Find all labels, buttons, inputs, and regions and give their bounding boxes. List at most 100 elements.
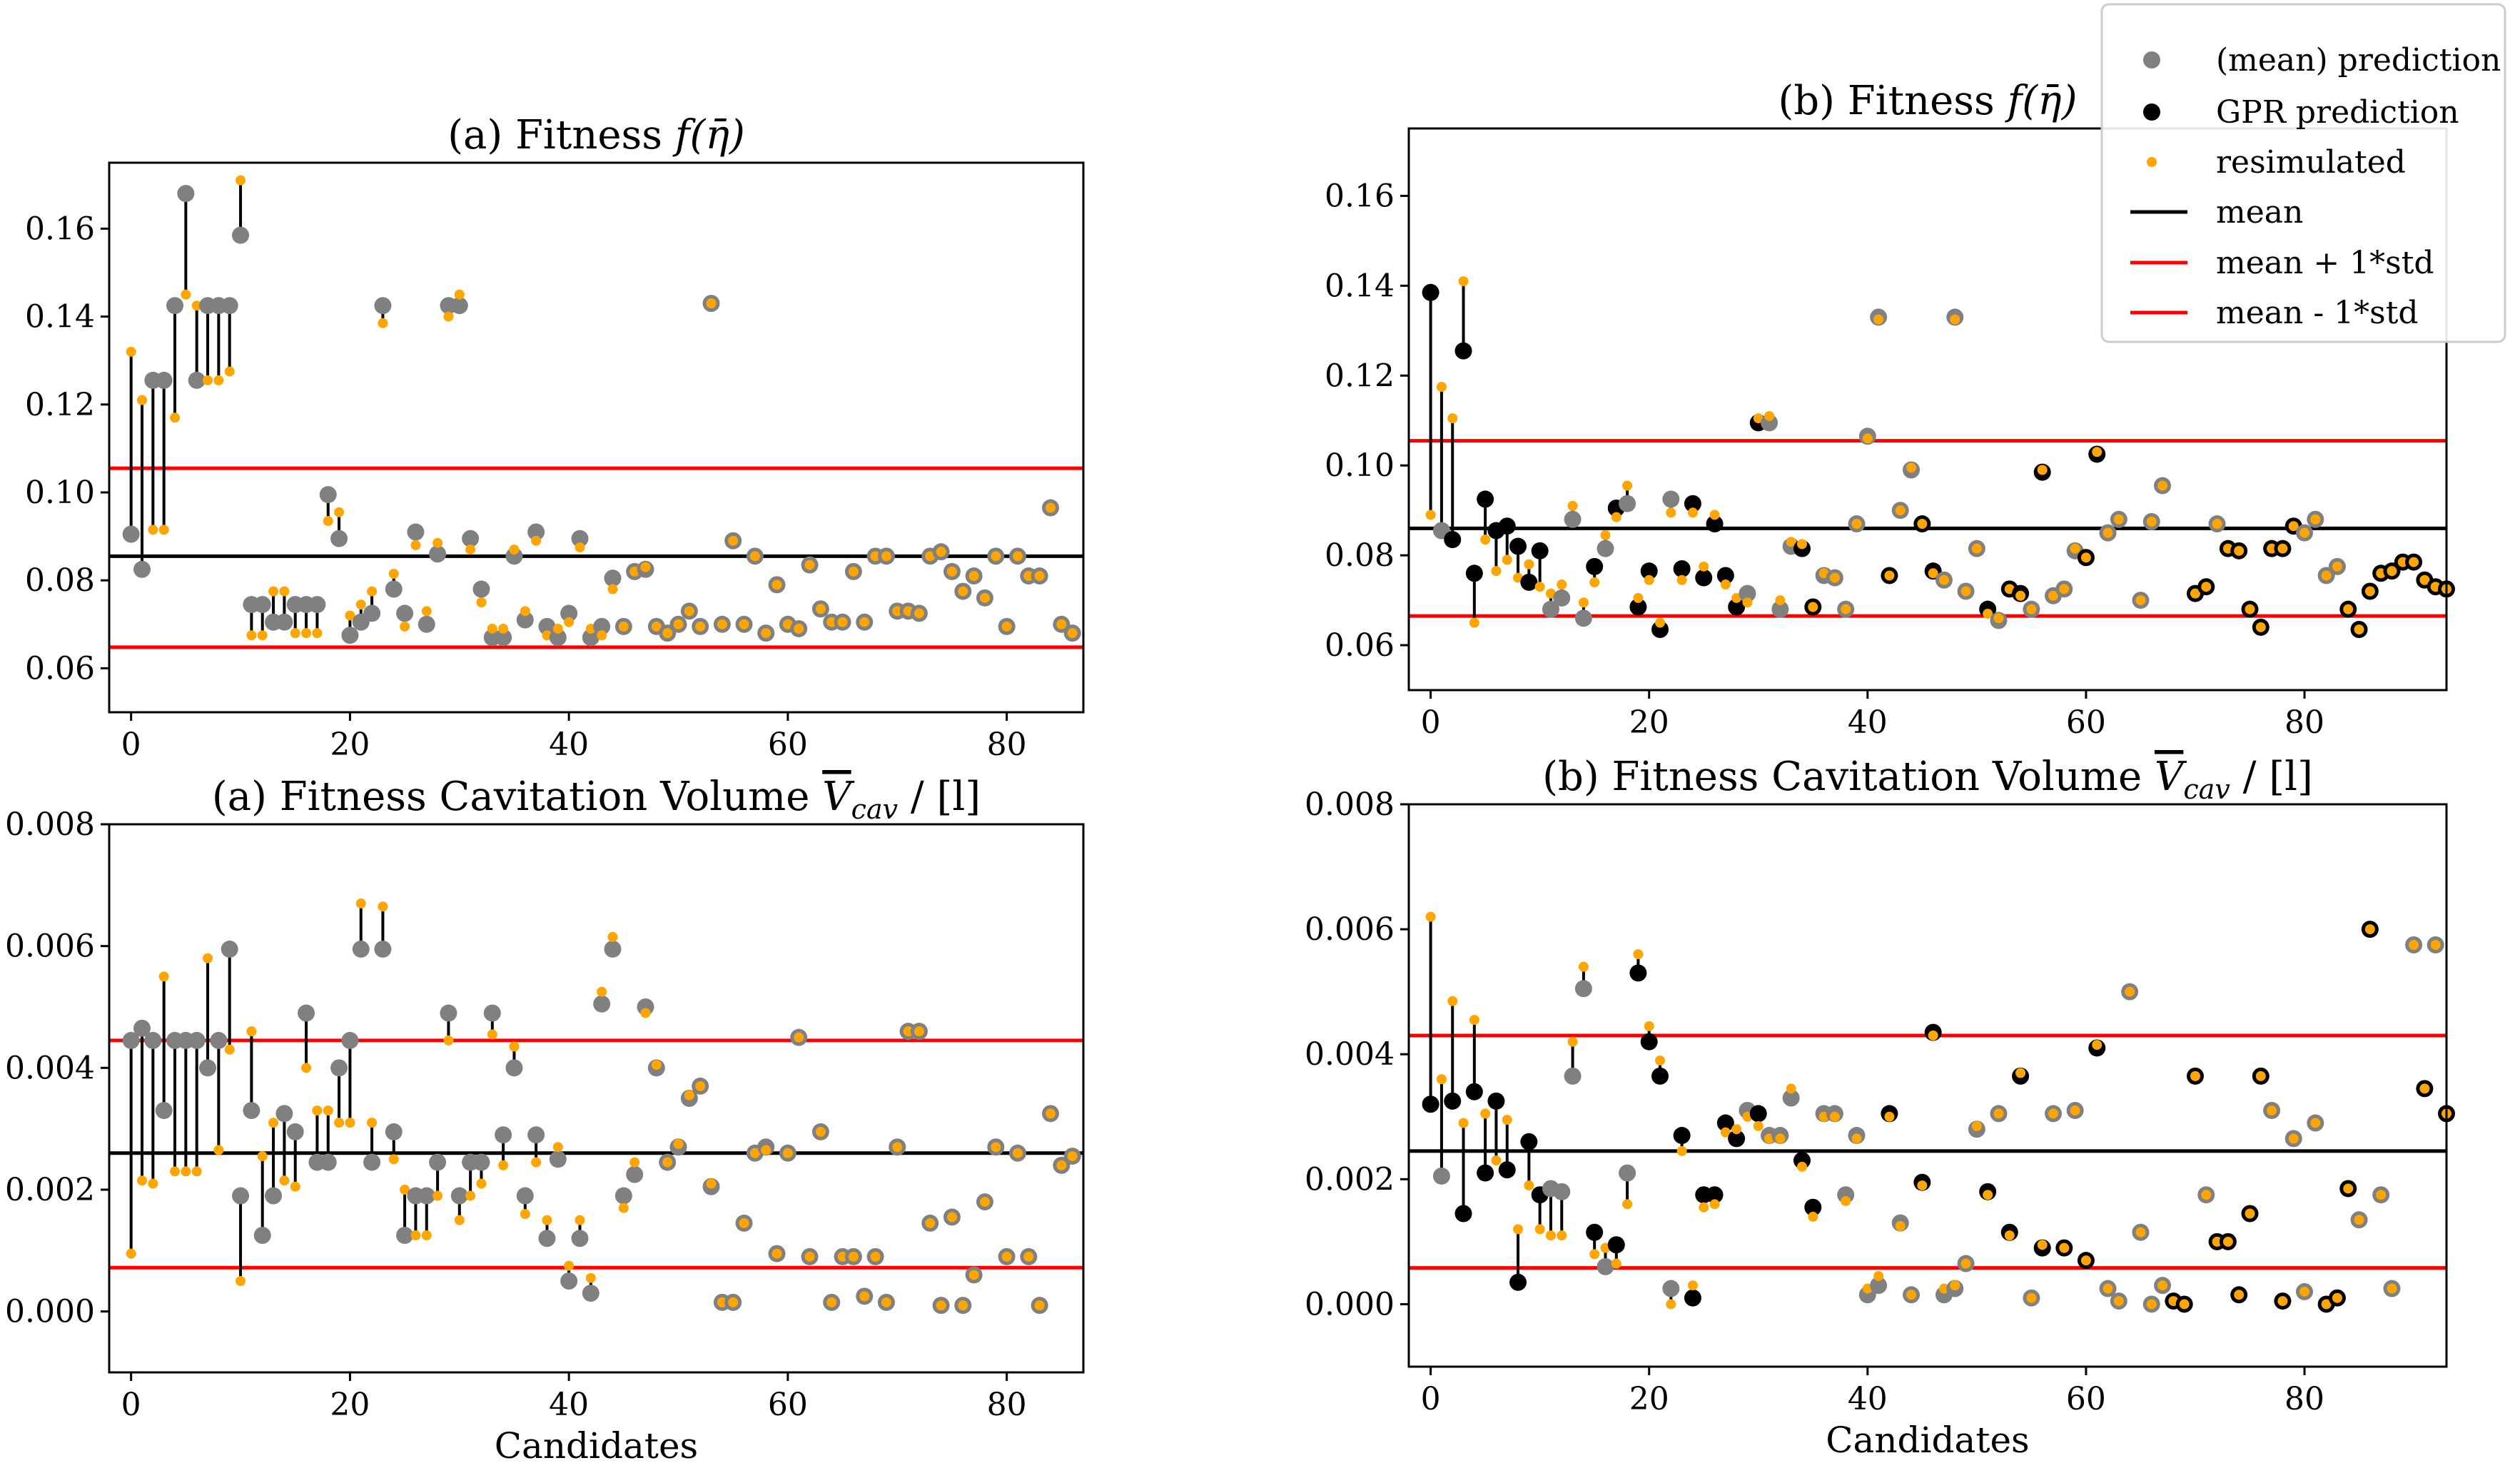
- gpr-prediction-point: [1487, 1092, 1505, 1110]
- resimulated-point: [1818, 568, 1829, 579]
- resimulated-point: [1622, 1199, 1633, 1210]
- resimulated-point: [870, 551, 881, 562]
- mean-prediction-point: [614, 1187, 632, 1205]
- resimulated-point: [345, 610, 355, 621]
- resimulated-point: [1655, 617, 1666, 628]
- chart-title-subscript: cav: [2183, 774, 2230, 805]
- resimulated-point: [1884, 570, 1895, 581]
- gpr-prediction-point: [1422, 283, 1439, 301]
- mean-prediction-point: [1542, 600, 1559, 618]
- mean-prediction-point: [450, 1187, 468, 1205]
- resimulated-point: [2321, 1299, 2332, 1310]
- resimulated-point: [2070, 1105, 2080, 1116]
- mean-prediction-point: [122, 1031, 140, 1049]
- resimulated-point: [2409, 557, 2419, 567]
- y-tick-label: 0.002: [1305, 1161, 1395, 1198]
- resimulated-point: [848, 1251, 859, 1262]
- resimulated-point: [2004, 584, 2015, 594]
- resimulated-point: [487, 623, 497, 634]
- gpr-prediction-point: [1607, 1236, 1625, 1254]
- legend-marker-grey-icon: [2143, 51, 2160, 69]
- mean-prediction-point: [188, 371, 206, 389]
- resimulated-point: [1862, 433, 1873, 444]
- resimulated-point: [1578, 961, 1589, 972]
- panel-a-cavitation: (a) Fitness Cavitation Volume Vcav / [l]…: [5, 774, 1085, 1467]
- resimulated-point: [1829, 572, 1840, 583]
- gpr-prediction-point: [1477, 1164, 1494, 1182]
- mean-prediction-point: [1662, 1280, 1680, 1297]
- resimulated-point: [2234, 545, 2245, 556]
- x-tick-label: 0: [121, 727, 141, 763]
- resimulated-point: [2267, 1105, 2277, 1116]
- plot-frame: [1407, 803, 2448, 1368]
- resimulated-point: [1731, 1124, 1742, 1135]
- resimulated-point: [531, 1157, 542, 1168]
- legend-label: mean - 1*std: [2216, 295, 2419, 331]
- resimulated-point: [334, 1118, 345, 1128]
- resimulated-point: [925, 551, 936, 562]
- resimulated-point: [236, 1276, 246, 1286]
- mean-prediction-point: [549, 629, 567, 647]
- mean-prediction-point: [472, 1153, 490, 1171]
- resimulated-point: [1971, 543, 1982, 554]
- mean-prediction-point: [363, 1153, 381, 1171]
- mean-prediction-point: [538, 1230, 556, 1247]
- resimulated-point: [2102, 1283, 2113, 1294]
- resimulated-point: [1524, 1180, 1534, 1191]
- resimulated-point: [1895, 1221, 1906, 1231]
- mean-prediction-point: [593, 995, 611, 1013]
- resimulated-point: [1960, 586, 1971, 597]
- mean-prediction-point: [560, 604, 578, 622]
- x-tick-label: 60: [768, 727, 808, 763]
- chart-title-suffix: / [l]: [898, 774, 981, 820]
- gpr-prediction-point: [1695, 569, 1713, 587]
- resimulated-point: [542, 1215, 552, 1225]
- resimulated-point: [1045, 502, 1056, 513]
- resimulated-point: [1938, 1283, 1949, 1294]
- mean-prediction-point: [1771, 600, 1789, 618]
- mean-prediction-point: [1782, 1089, 1800, 1107]
- resimulated-point: [804, 1251, 815, 1262]
- resimulated-point: [2212, 1236, 2222, 1247]
- resimulated-point: [2245, 604, 2255, 614]
- panel-a-fitness: (a) Fitness f(η̄) 0 20 40 60 80 0.06 0.08 0.10 0.…: [25, 112, 1085, 763]
- resimulated-point: [1742, 597, 1753, 608]
- resimulated-point: [345, 1118, 355, 1128]
- x-tick-label: 60: [768, 1387, 808, 1423]
- mean-prediction-point: [253, 596, 271, 614]
- resimulated-point: [892, 606, 903, 617]
- gpr-prediction-point: [1444, 531, 1462, 549]
- mean-prediction-point: [396, 1227, 414, 1244]
- resimulated-point: [1676, 1145, 1687, 1156]
- gpr-prediction-point: [1673, 1127, 1691, 1145]
- resimulated-point: [1709, 510, 1720, 520]
- mean-prediction-point: [429, 545, 447, 563]
- mean-prediction-point: [352, 940, 370, 958]
- gpr-prediction-point: [1465, 565, 1483, 582]
- resimulated-point: [1960, 1258, 1971, 1269]
- resimulated-point: [400, 621, 410, 632]
- resimulated-point: [782, 1148, 793, 1158]
- resimulated-point: [2026, 1292, 2037, 1303]
- chart-title-subscript: cav: [851, 794, 899, 825]
- mean-prediction-point: [527, 523, 545, 541]
- resimulated-point: [1012, 551, 1023, 562]
- resimulated-point: [564, 1260, 575, 1271]
- resimulated-point: [1764, 410, 1775, 421]
- resimulated-point: [1067, 628, 1078, 639]
- plot-frame: [108, 161, 1085, 714]
- resimulated-point: [837, 1251, 848, 1262]
- resimulated-point: [771, 579, 782, 590]
- mean-prediction-point: [1596, 1257, 1614, 1275]
- resimulated-point: [2113, 514, 2124, 525]
- resimulated-point: [1034, 571, 1045, 582]
- resimulated-point: [531, 535, 542, 546]
- y-tick-label: 0.000: [5, 1294, 95, 1330]
- resimulated-point: [301, 1063, 312, 1073]
- resimulated-point: [1753, 1120, 1764, 1131]
- resimulated-point: [749, 1148, 760, 1158]
- y-tick-label: 0.008: [1305, 786, 1395, 823]
- resimulated-point: [509, 545, 520, 555]
- resimulated-point: [2430, 940, 2441, 950]
- x-tick-label: 40: [1848, 704, 1888, 741]
